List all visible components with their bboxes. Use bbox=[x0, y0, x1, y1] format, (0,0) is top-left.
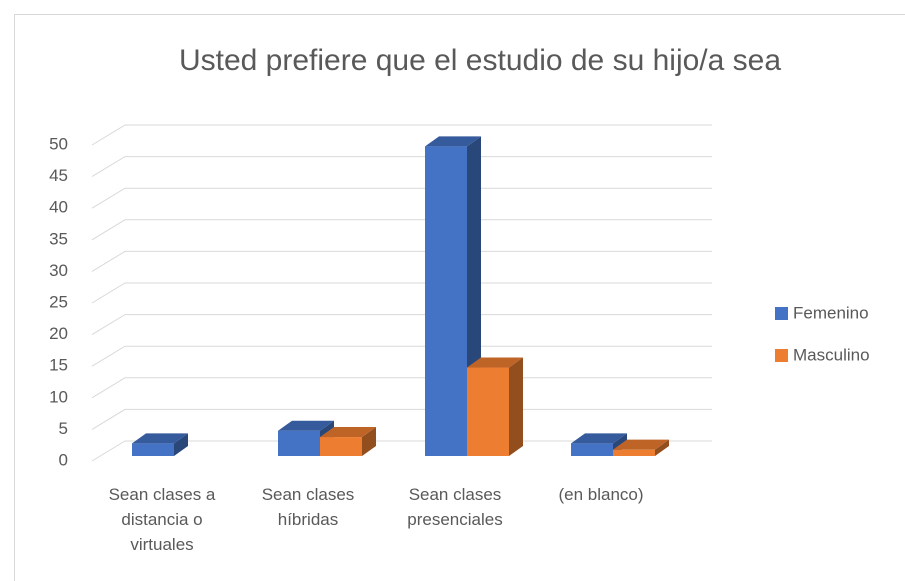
grid-line bbox=[91, 250, 712, 272]
legend-label: Femenino bbox=[793, 303, 869, 322]
bar bbox=[613, 449, 655, 456]
legend-label: Masculino bbox=[793, 345, 870, 364]
grid-line bbox=[91, 156, 712, 178]
bar bbox=[425, 146, 467, 456]
y-tick-label: 5 bbox=[59, 419, 68, 438]
bar bbox=[320, 437, 362, 456]
y-tick-label: 30 bbox=[49, 261, 68, 280]
bar-side bbox=[655, 439, 669, 456]
y-tick-label: 15 bbox=[49, 356, 68, 375]
x-tick-label: (en blanco) bbox=[558, 485, 644, 504]
x-tick-label: Sean clases híbridas bbox=[261, 485, 355, 529]
bar-top bbox=[320, 427, 376, 438]
bar bbox=[278, 430, 320, 456]
grid-line bbox=[91, 219, 712, 241]
y-tick-label: 40 bbox=[49, 198, 68, 217]
y-tick-label: 0 bbox=[59, 450, 68, 469]
bar-side bbox=[174, 433, 188, 456]
bar-top bbox=[278, 420, 334, 431]
bar-top bbox=[132, 433, 188, 444]
y-tick-label: 20 bbox=[49, 324, 68, 343]
legend-swatch bbox=[775, 307, 788, 320]
bar-top bbox=[467, 357, 523, 368]
x-tick-label: Sean clases presenciales bbox=[407, 485, 503, 529]
bar-top bbox=[425, 136, 481, 147]
chart-title: Usted prefiere que el estudio de su hijo… bbox=[179, 44, 781, 77]
bar bbox=[132, 443, 174, 456]
grid-line bbox=[91, 314, 712, 336]
bar bbox=[571, 443, 613, 456]
bar bbox=[467, 367, 509, 456]
bar-side bbox=[362, 427, 376, 456]
bar-top bbox=[613, 439, 669, 450]
legend-swatch bbox=[775, 349, 788, 362]
y-tick-label: 10 bbox=[49, 387, 68, 406]
grid-line bbox=[91, 282, 712, 304]
bar-top bbox=[571, 433, 627, 444]
y-tick-label: 45 bbox=[49, 166, 68, 185]
y-tick-label: 35 bbox=[49, 229, 68, 248]
grid-line bbox=[91, 408, 712, 430]
chart-border bbox=[14, 14, 905, 581]
x-tick-label: Sean clases a distancia o virtuales bbox=[108, 485, 216, 554]
grid-line bbox=[91, 124, 712, 146]
grid-line bbox=[91, 187, 712, 209]
grid-line bbox=[91, 345, 712, 367]
grid-line bbox=[91, 377, 712, 399]
y-tick-label: 50 bbox=[49, 134, 68, 153]
y-tick-label: 25 bbox=[49, 292, 68, 311]
bar-side bbox=[509, 357, 523, 456]
